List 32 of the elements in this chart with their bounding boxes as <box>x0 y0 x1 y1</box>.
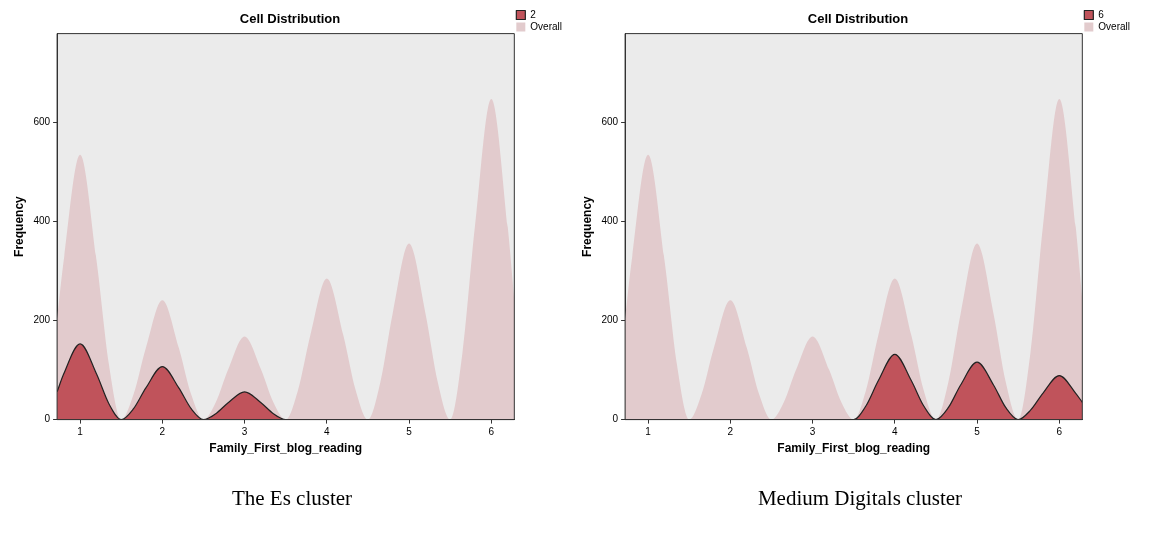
x-tick-label: 4 <box>324 426 331 438</box>
y-tick-label: 200 <box>601 314 619 326</box>
y-tick-label: 0 <box>612 413 619 425</box>
legend-label: 2 <box>530 8 537 20</box>
chart-title: Cell Distribution <box>807 11 909 27</box>
y-tick-label: 0 <box>44 413 51 425</box>
legend-label: Overall <box>1098 20 1131 32</box>
x-tick-label: 3 <box>241 426 248 438</box>
chart-title: Cell Distribution <box>239 11 341 27</box>
x-tick-label: 4 <box>892 426 899 438</box>
y-tick-label: 400 <box>33 215 51 227</box>
x-tick-label: 1 <box>645 426 652 438</box>
y-tick-label: 600 <box>601 116 619 128</box>
y-axis-title: Frequency <box>11 195 26 257</box>
y-tick-label: 400 <box>601 215 619 227</box>
x-tick-label: 3 <box>809 426 816 438</box>
x-tick-label: 2 <box>727 426 734 438</box>
y-tick-label: 200 <box>33 314 51 326</box>
text: Medium Digitals cluster <box>756 486 964 511</box>
x-tick-label: 5 <box>974 426 981 438</box>
x-tick-label: 5 <box>406 426 413 438</box>
x-tick-label: 6 <box>1056 426 1063 438</box>
text: The Es cluster <box>230 486 354 511</box>
x-tick-label: 6 <box>488 426 495 438</box>
x-tick-label: 2 <box>159 426 166 438</box>
x-axis-title: Family_First_blog_reading <box>777 441 931 456</box>
y-tick-label: 600 <box>33 116 51 128</box>
legend-label: Overall <box>530 20 563 32</box>
x-tick-label: 1 <box>77 426 84 438</box>
y-axis-title: Frequency <box>579 195 594 257</box>
legend-label: 6 <box>1098 8 1105 20</box>
x-axis-title: Family_First_blog_reading <box>209 441 363 456</box>
